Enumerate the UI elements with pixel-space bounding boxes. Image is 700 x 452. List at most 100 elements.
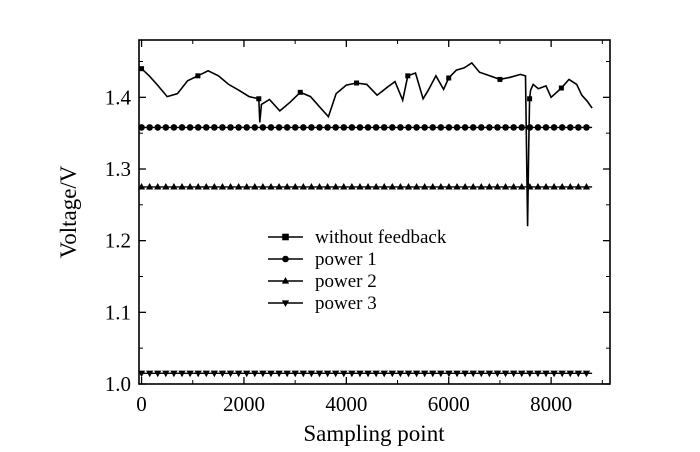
axis-tick-labels: 0 2000 4000 6000 8000 1.0 1.1 1.2 1.3 1.4 — [105, 85, 572, 416]
triangle-down-marker — [170, 370, 178, 378]
triangle-up-marker — [558, 182, 566, 190]
triangle-up-marker — [510, 182, 518, 190]
y-axis-label: Voltage/V — [56, 165, 81, 258]
triangle-down-marker — [404, 370, 413, 378]
circle-marker — [300, 124, 307, 131]
circle-marker — [316, 124, 323, 131]
triangle-up-marker — [501, 182, 510, 190]
circle-marker — [477, 124, 485, 131]
circle-marker — [194, 124, 202, 131]
x-tick-label: 0 — [136, 392, 147, 416]
triangle-down-marker — [259, 370, 267, 378]
triangle-down-marker — [210, 370, 218, 378]
legend-label: without feedback — [315, 227, 447, 248]
triangle-down-marker — [558, 370, 566, 378]
legend-item: power 1 — [268, 249, 377, 270]
circle-marker — [348, 124, 356, 131]
circle-marker — [413, 124, 420, 131]
circle-marker — [461, 124, 469, 131]
circle-marker — [202, 124, 210, 131]
triangle-up-marker — [518, 182, 526, 190]
legend-label: power 1 — [315, 249, 377, 270]
triangle-up-marker — [453, 182, 461, 190]
triangle-up-marker — [194, 182, 202, 190]
circle-marker — [178, 124, 186, 131]
triangle-down-marker — [453, 370, 461, 378]
triangle-up-marker — [445, 182, 453, 190]
triangle-up-marker — [154, 182, 162, 190]
circle-marker — [340, 124, 348, 131]
triangle-up-marker — [372, 182, 380, 190]
triangle-down-marker — [243, 370, 251, 378]
triangle-down-marker — [364, 370, 372, 378]
y-tick-label: 1.2 — [105, 229, 131, 253]
x-tick-label: 4000 — [325, 392, 367, 416]
y-tick-label: 1.1 — [105, 300, 131, 324]
triangle-down-marker — [534, 370, 542, 378]
circle-marker — [219, 124, 226, 131]
triangle-down-marker — [202, 370, 210, 378]
circle-marker — [324, 124, 331, 131]
triangle-down-marker — [226, 370, 235, 378]
triangle-up-marker — [364, 182, 372, 190]
triangle-down-marker — [146, 370, 154, 378]
square-marker — [405, 73, 411, 79]
triangle-down-marker — [461, 370, 469, 378]
triangle-down-marker — [550, 370, 558, 378]
x-tick-label: 8000 — [530, 392, 572, 416]
circle-marker — [502, 124, 509, 131]
triangle-up-marker — [332, 182, 340, 190]
triangle-up-marker — [404, 182, 413, 190]
circle-marker — [154, 124, 162, 131]
triangle-up-marker — [582, 182, 591, 190]
triangle-up-marker — [380, 182, 388, 190]
legend-item: power 3 — [268, 293, 377, 314]
x-tick-label: 6000 — [428, 392, 470, 416]
triangle-up-marker — [396, 182, 405, 190]
square-marker — [282, 233, 289, 241]
circle-marker — [364, 124, 372, 131]
circle-marker — [494, 124, 501, 131]
triangle-down-marker — [315, 370, 324, 378]
triangle-down-marker — [281, 300, 290, 307]
circle-marker — [534, 124, 542, 131]
triangle-up-marker — [146, 182, 154, 190]
triangle-up-marker — [283, 182, 291, 190]
circle-marker — [235, 124, 242, 131]
triangle-down-marker — [291, 370, 299, 378]
circle-marker — [380, 124, 388, 131]
triangle-down-marker — [251, 370, 259, 378]
legend-item: without feedback — [268, 227, 447, 248]
circle-marker — [486, 124, 493, 131]
circle-marker — [282, 255, 289, 263]
axis-ticks — [139, 40, 610, 385]
triangle-up-marker — [566, 182, 574, 190]
y-tick-label: 1.0 — [105, 372, 131, 396]
plot-series — [137, 61, 593, 378]
triangle-up-marker — [477, 182, 485, 190]
triangle-up-marker — [307, 182, 316, 190]
triangle-down-marker — [388, 370, 396, 378]
triangle-down-marker — [178, 370, 186, 378]
triangle-up-marker — [485, 182, 494, 190]
triangle-up-marker — [437, 182, 445, 190]
circle-marker — [283, 124, 291, 131]
circle-marker — [575, 124, 582, 131]
triangle-down-marker — [323, 370, 332, 378]
triangle-down-marker — [275, 370, 283, 378]
triangle-down-marker — [332, 370, 340, 378]
triangle-up-marker — [137, 182, 146, 190]
triangle-down-marker — [421, 370, 429, 378]
triangle-down-marker — [356, 370, 364, 378]
circle-marker — [267, 124, 275, 131]
square-marker — [139, 66, 145, 72]
plot-area-frame — [138, 39, 611, 385]
triangle-up-marker — [421, 182, 429, 190]
triangle-down-marker — [510, 370, 518, 378]
x-axis-label: Sampling point — [303, 421, 445, 446]
triangle-down-marker — [186, 370, 194, 378]
triangle-down-marker — [526, 370, 534, 378]
triangle-down-marker — [518, 370, 526, 378]
